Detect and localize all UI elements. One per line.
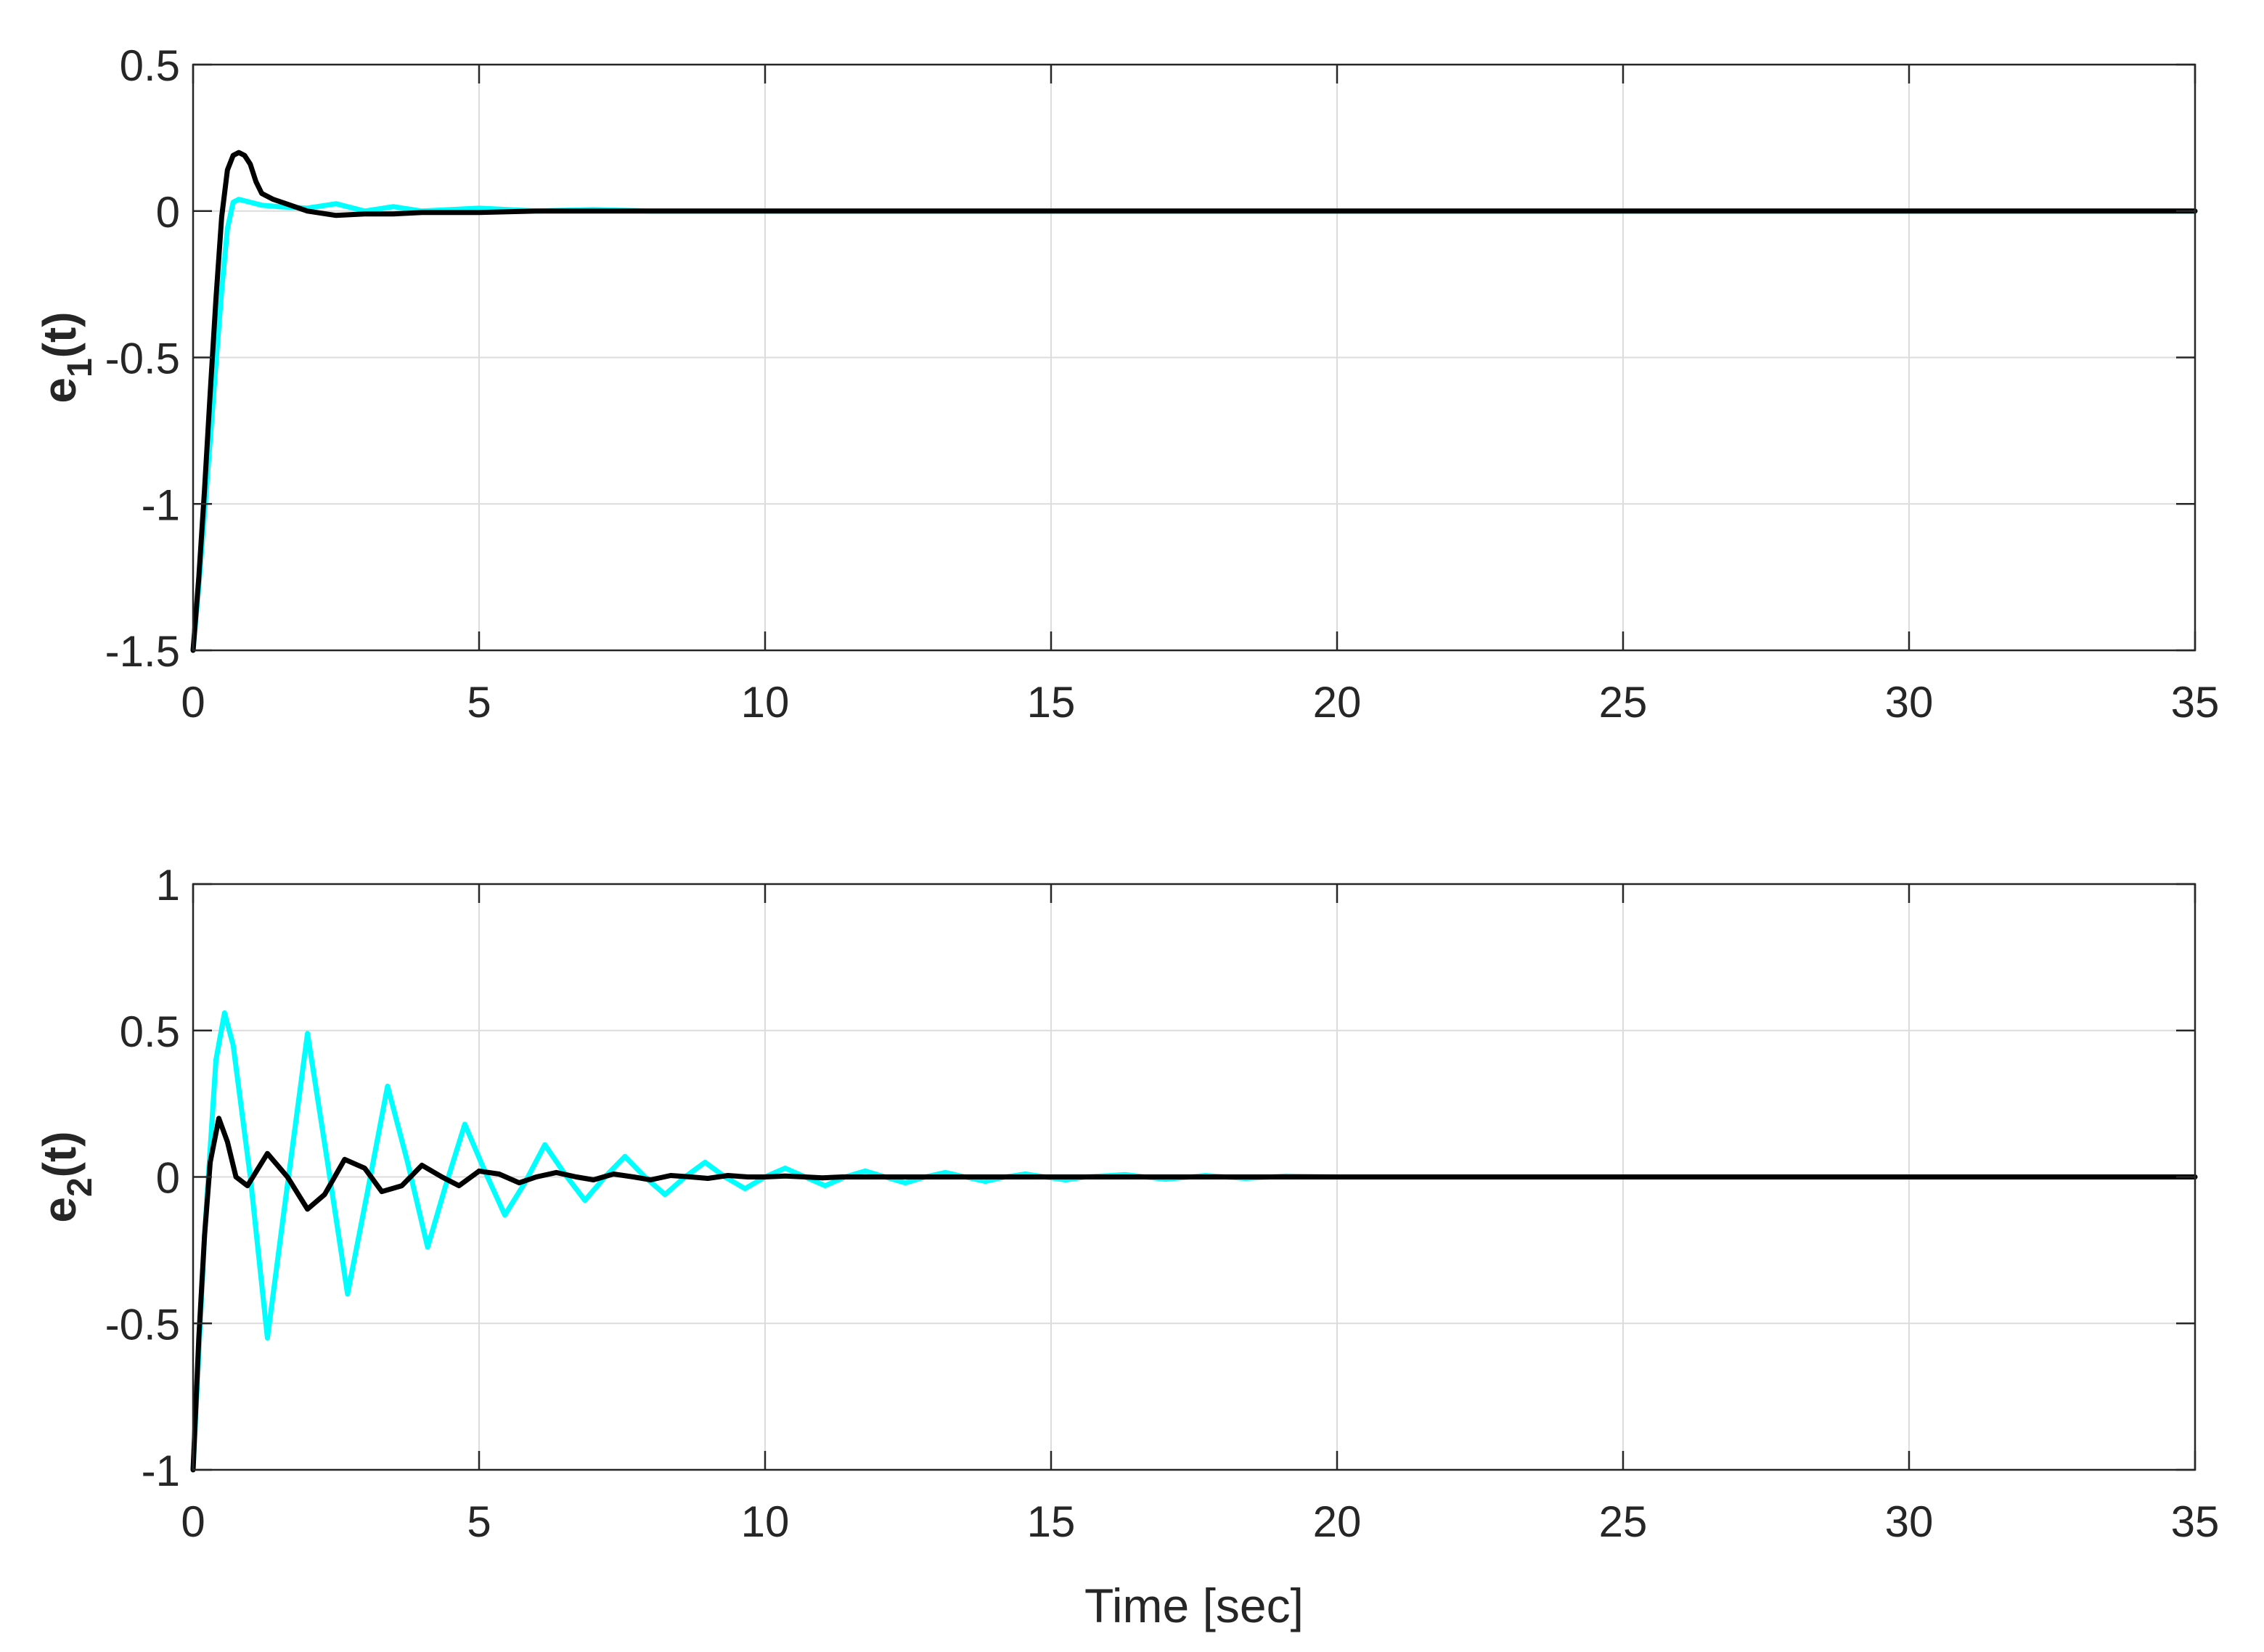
y-axis-label-base: e <box>33 377 86 404</box>
plot-panel-2: 0 5 10 15 20 25 30 35 -1 -0.5 0 0.5 1 e2(t) Time [sec] <box>33 861 2219 1632</box>
x-tick-label: 25 <box>1599 678 1648 727</box>
y-axis-label: e1(t) <box>33 311 99 403</box>
y-axis-label-suffix: (t) <box>33 311 86 358</box>
y-tick-label: 0.5 <box>120 41 180 90</box>
x-tick-label: 25 <box>1599 1497 1648 1546</box>
y-tick-label: 0 <box>156 1154 180 1203</box>
y-axis-label-base: e <box>33 1197 86 1223</box>
y-tick-label: -1.5 <box>105 627 180 676</box>
plot-panel-1: 0 5 10 15 20 25 30 35 -1.5 -1 -0.5 0 0.5 e1(t) <box>33 41 2219 727</box>
x-tick-label: 10 <box>741 1497 790 1546</box>
x-tick-label: 30 <box>1885 678 1934 727</box>
x-tick-label: 0 <box>181 678 205 727</box>
y-tick-label: -0.5 <box>105 335 180 383</box>
y-tick-label: -0.5 <box>105 1300 180 1349</box>
y-tick-label: -1 <box>142 1447 180 1495</box>
x-tick-label: 35 <box>2171 1497 2220 1546</box>
y-tick-label: 1 <box>156 861 180 909</box>
series-line-2 <box>190 1116 2198 1473</box>
y-tick-label: 0.5 <box>120 1007 180 1056</box>
x-tick-label: 20 <box>1313 678 1362 727</box>
x-tick-label: 20 <box>1313 1497 1362 1546</box>
x-tick-label: 0 <box>181 1497 205 1546</box>
x-axis-label: Time [sec] <box>1084 1579 1304 1632</box>
y-tick-label: -1 <box>142 481 180 529</box>
x-tick-label: 15 <box>1027 678 1076 727</box>
x-tick-label: 15 <box>1027 1497 1076 1546</box>
x-tick-label: 5 <box>467 1497 491 1546</box>
x-tick-label: 30 <box>1885 1497 1934 1546</box>
y-axis-label-subscript: 1 <box>61 358 99 377</box>
y-axis-label-suffix: (t) <box>33 1131 86 1177</box>
y-axis-label-subscript: 2 <box>61 1177 99 1197</box>
y-tick-label: 0 <box>156 188 180 237</box>
x-tick-label: 10 <box>741 678 790 727</box>
y-axis-label: e2(t) <box>33 1131 99 1222</box>
series-line-2 <box>190 150 2198 653</box>
x-tick-label: 35 <box>2171 678 2220 727</box>
x-tick-label: 5 <box>467 678 491 727</box>
